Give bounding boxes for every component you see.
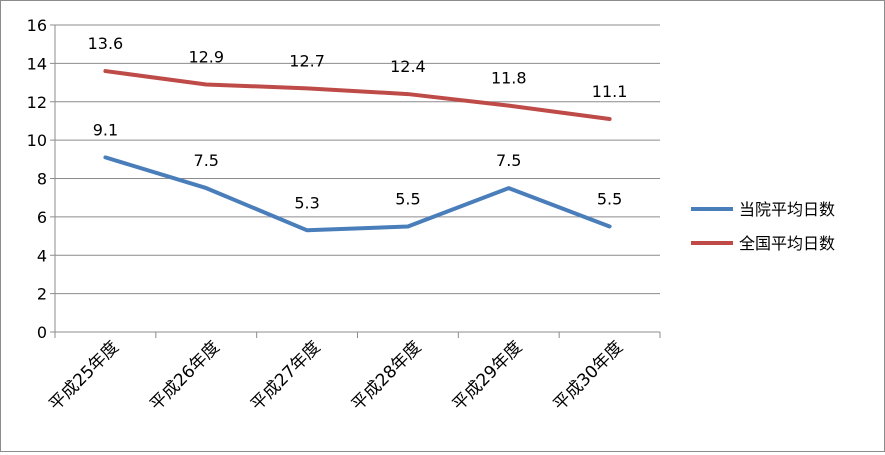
legend-label: 当院平均日数 [739, 200, 835, 219]
data-label: 12.4 [390, 57, 426, 76]
y-tick-label: 4 [37, 246, 47, 265]
data-label: 11.1 [592, 82, 628, 101]
data-label: 5.5 [597, 189, 622, 208]
data-label: 7.5 [194, 151, 219, 170]
series-line [103, 155, 612, 233]
gridlines [55, 24, 660, 295]
x-tick-label: 平成26年度 [146, 337, 224, 415]
x-tick-label: 平成28年度 [348, 337, 426, 415]
data-label: 7.5 [496, 151, 521, 170]
x-tick-label: 平成30年度 [550, 337, 628, 415]
data-point [104, 156, 106, 158]
y-tick-label: 0 [37, 323, 47, 342]
legend-label: 全国平均日数 [739, 234, 835, 253]
data-label: 9.1 [93, 120, 118, 139]
data-point [609, 118, 611, 120]
y-tick-label: 2 [37, 285, 47, 304]
data-label: 5.3 [294, 193, 319, 212]
data-label: 12.9 [188, 47, 224, 66]
data-label: 13.6 [88, 34, 124, 53]
data-point [609, 225, 611, 227]
y-tick-label: 6 [37, 208, 47, 227]
data-label: 12.7 [289, 51, 325, 70]
data-point [104, 70, 106, 72]
data-point [407, 225, 409, 227]
y-tick-label: 10 [27, 131, 47, 150]
y-tick-label: 14 [27, 54, 47, 73]
y-tick-label: 8 [37, 170, 47, 189]
data-point [205, 187, 207, 189]
data-point [508, 105, 510, 107]
data-point [205, 83, 207, 85]
x-axis-ticks: 平成25年度 平成26年度 平成27年度 平成28年度 平成29年度 平成30年度 [45, 337, 627, 415]
data-point [407, 93, 409, 95]
y-tick-label: 12 [27, 93, 47, 112]
data-point [508, 187, 510, 189]
data-point [306, 87, 308, 89]
x-tick-label: 平成25年度 [45, 337, 123, 415]
data-point [306, 229, 308, 231]
series-line [103, 69, 612, 122]
x-tick-label: 平成29年度 [449, 337, 527, 415]
y-tick-label: 16 [27, 16, 47, 35]
data-label: 11.8 [491, 69, 527, 88]
series-lines [103, 69, 612, 233]
x-tick-label: 平成27年度 [247, 337, 325, 415]
axes [50, 24, 661, 338]
data-label: 5.5 [395, 189, 420, 208]
data-labels: 9.1 7.5 5.3 5.5 7.5 5.5 13.6 12.9 12.7 12.4 11.8 11… [88, 34, 628, 212]
y-axis-ticks: 0 2 4 6 8 10 12 14 16 [27, 16, 47, 342]
